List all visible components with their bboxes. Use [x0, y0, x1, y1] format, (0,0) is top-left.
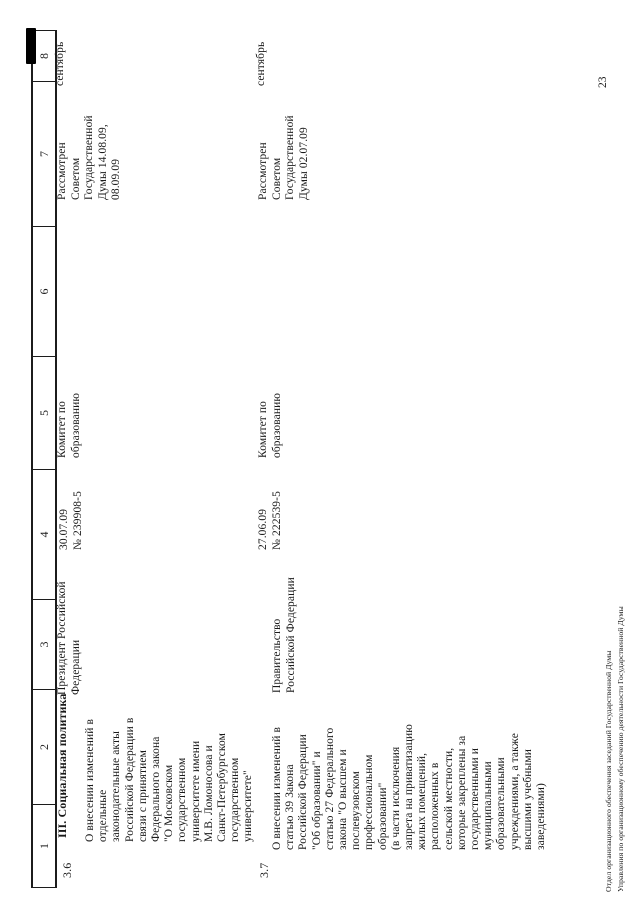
column-number-6: 6: [33, 227, 55, 357]
column-number-4: 4: [33, 470, 55, 600]
table-header-row: 1 2 3 4 5 6 7 8: [31, 30, 57, 888]
row-3-7-date-number: 27.06.09 № 222539-5: [257, 491, 283, 550]
row-3-7-number: 3.7: [257, 862, 271, 878]
column-number-2: 2: [33, 690, 55, 805]
row-3-7-committee: Комитет по образованию: [257, 392, 283, 458]
column-number-8: 8: [33, 30, 55, 82]
row-3-6-initiator: Президент Российской Федерации: [56, 581, 82, 695]
column-number-1: 1: [33, 805, 55, 888]
row-3-7-month: сентябрь: [255, 41, 267, 86]
row-3-6-date-number: 30.07.09 № 239908-5: [58, 491, 84, 550]
row-3-6-bill-title: О внесении изменений в отдельные законод…: [84, 717, 255, 842]
row-3-7-initiator: Правительство Российской Федерации: [271, 577, 297, 693]
scan-artifact-blot: [26, 28, 36, 64]
row-3-6-status: Рассмотрен Советом Государственной Думы …: [56, 115, 122, 200]
column-number-3: 3: [33, 600, 55, 690]
row-3-7-status: Рассмотрен Советом Государственной Думы …: [257, 115, 310, 200]
column-number-5: 5: [33, 357, 55, 470]
page-number: 23: [597, 76, 609, 89]
footer-directorate-line: Управления по организационному обеспечен…: [616, 606, 625, 892]
row-3-6-month: сентябрь: [54, 41, 66, 86]
row-3-7-bill-title: О внесении изменений в статью 39 Закона …: [271, 724, 548, 850]
section-title: III. Социальная политика: [55, 693, 69, 838]
row-3-6-committee: Комитет по образованию: [56, 392, 82, 458]
row-3-6-number: 3.6: [60, 862, 74, 878]
column-number-7: 7: [33, 82, 55, 227]
footer-department-line: Отдел организационного обеспечения засед…: [604, 650, 613, 892]
